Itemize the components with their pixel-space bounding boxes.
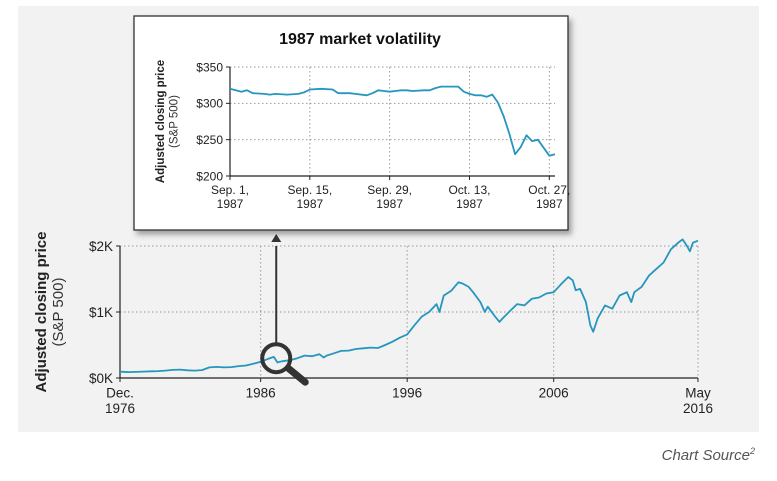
y-tick-label: $0K [89,371,113,386]
y-tick-label: $250 [196,133,223,147]
y-axis-title: Adjusted closing price [33,232,50,393]
inset-chart: 1987 market volatility $200 $250 $300 $350 Se… [133,15,570,231]
pointer-arrow-head [271,234,282,242]
y-tick-label: $2K [89,239,113,254]
source-superscript[interactable]: 2 [749,446,755,456]
source-label[interactable]: Chart Source [661,447,750,464]
data-series-line [229,85,556,157]
data-series-line [119,238,699,374]
x-tick-label: 2016 [683,401,713,416]
x-tick-label: 2006 [539,386,569,401]
x-tick-label: Sep. 29, [367,183,412,197]
y-tick-label: $200 [196,169,223,183]
x-tick-label: Oct. 13, [448,183,490,197]
magnifier-icon [260,342,293,375]
y-tick-label: $350 [196,60,223,74]
y-axis-title: Adjusted closing price [155,60,167,183]
x-tick-label: Sep. 1, [211,183,249,197]
x-tick-label: 1996 [392,386,422,401]
x-tick-label: Oct. 27, [528,183,570,197]
x-tick-label: 1987 [456,197,483,211]
x-tick-label: May [685,386,711,401]
x-tick-label: Dec. [106,386,134,401]
inset-title: 1987 market volatility [279,31,441,48]
x-tick-label: 1987 [376,197,403,211]
chart-source-link[interactable]: Chart Source2 [662,446,755,464]
x-tick-label: 1987 [217,197,244,211]
x-tick-label: Sep. 15, [287,183,332,197]
x-tick-label: 1976 [105,401,135,416]
x-tick-label: 1987 [536,197,563,211]
y-tick-label: $300 [196,97,223,111]
y-axis-subtitle: (S&P 500) [50,278,67,347]
x-tick-label: 1986 [246,386,276,401]
magnifier-handle-icon [284,364,309,386]
y-axis-subtitle: (S&P 500) [169,95,181,148]
y-tick-label: $1K [89,305,113,320]
x-tick-label: 1987 [296,197,323,211]
inset-box [133,15,569,231]
